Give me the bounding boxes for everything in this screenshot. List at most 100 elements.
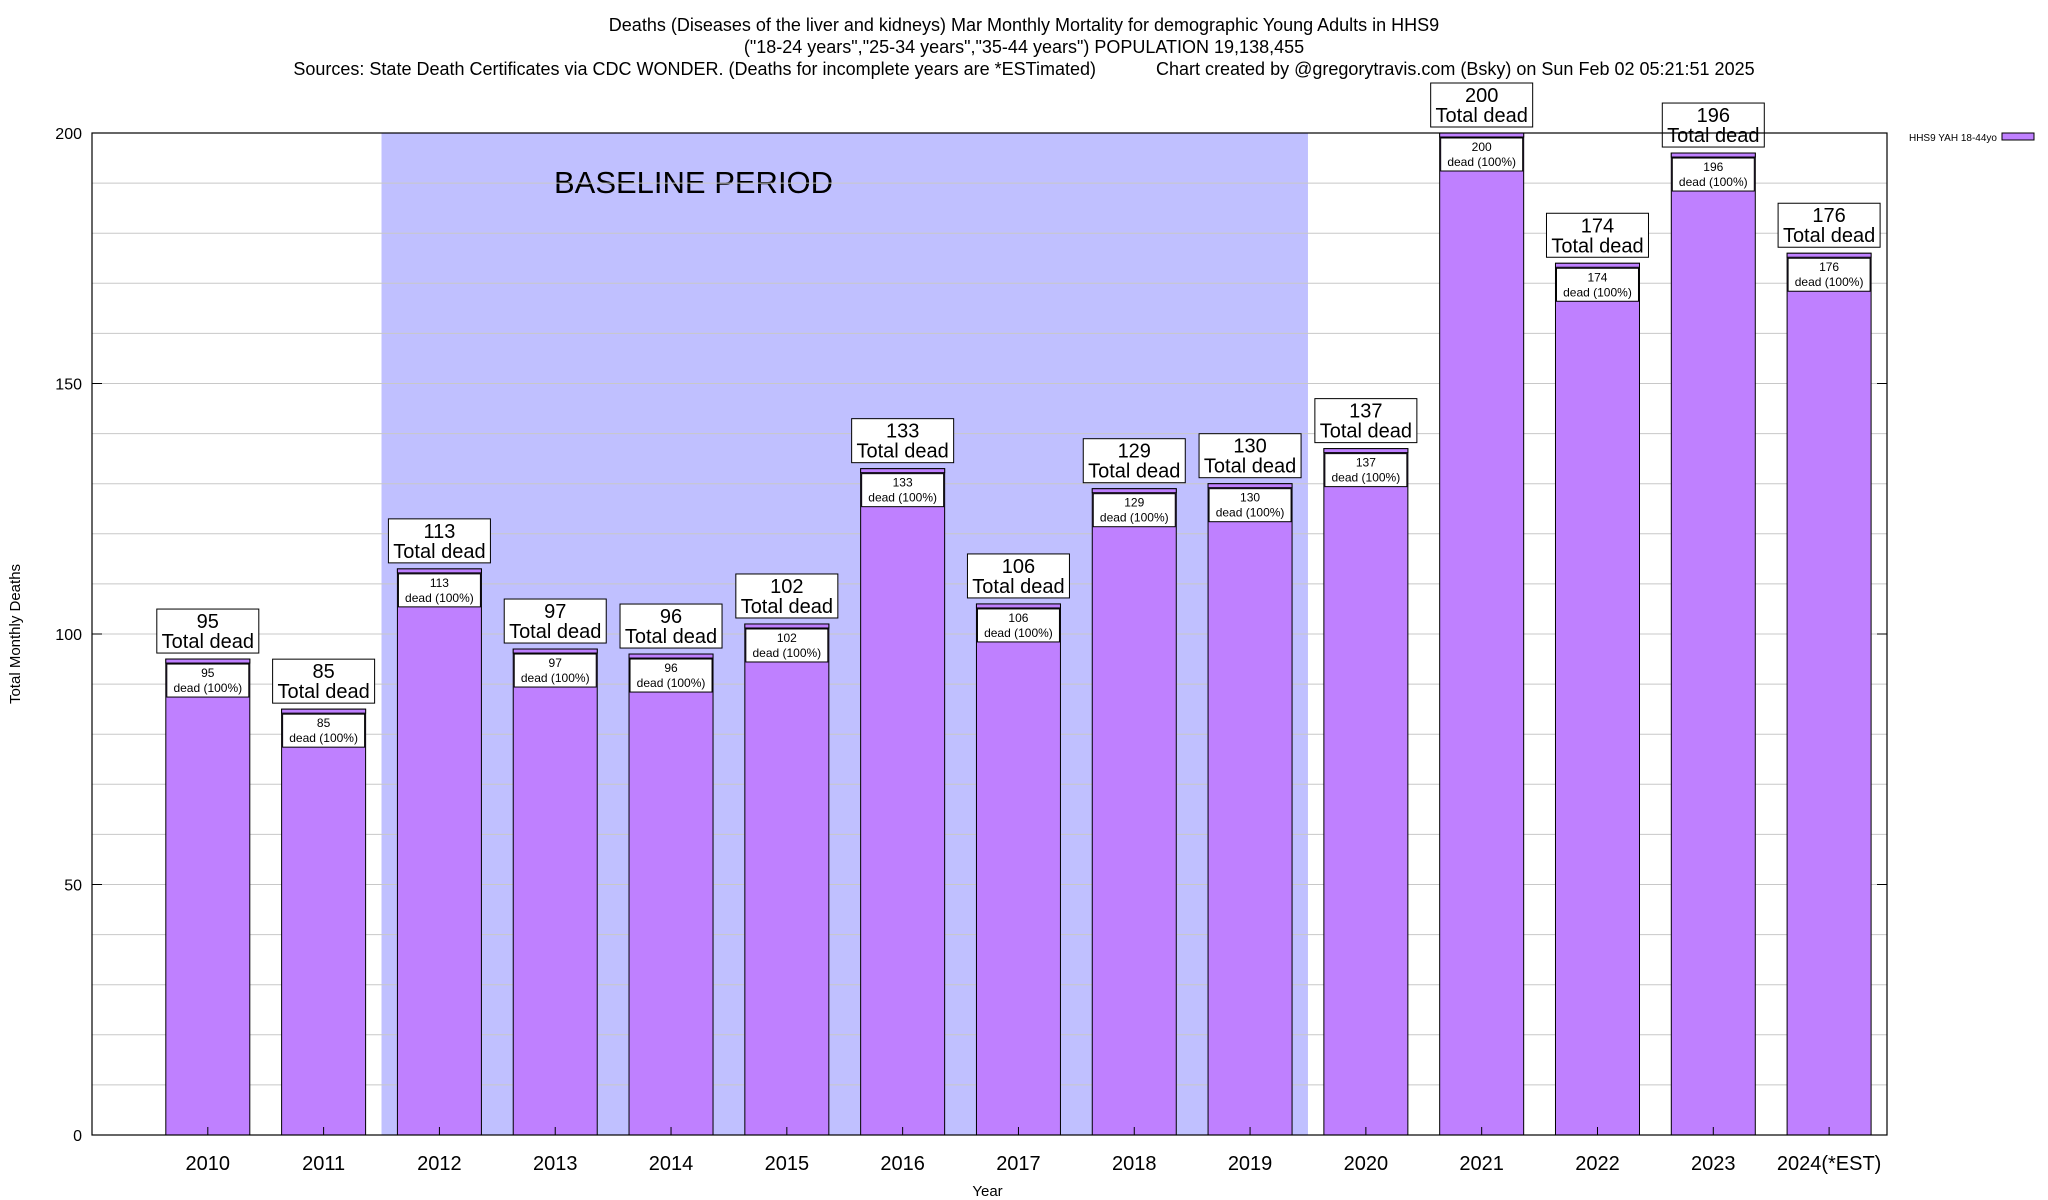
outer-label-box — [1661, 102, 1765, 148]
outer-label-box — [1198, 433, 1302, 479]
outer-label-box — [619, 603, 723, 649]
x-tick-label: 2016 — [880, 1153, 925, 1175]
inner-value-label: 113 — [430, 576, 449, 590]
outer-value-label: 174 — [1581, 215, 1614, 237]
inner-percent-label: dead (100%) — [1332, 471, 1401, 485]
bar-2023 — [1670, 152, 1756, 1136]
axis-layer: 2010 2011 2012 2013 2014 2015 2016 2017 2018 2019… — [7, 126, 1888, 1200]
inner-percent-label: dead (100%) — [1100, 511, 1169, 525]
inner-label-box — [861, 473, 945, 508]
inner-value-label: 200 — [1472, 140, 1492, 154]
chart-title-line-1: Deaths (Diseases of the liver and kidney… — [608, 15, 1440, 35]
inner-label-box — [282, 713, 366, 748]
bar-cap — [744, 623, 830, 629]
inner-label-box — [1092, 493, 1176, 528]
outer-label-box — [1082, 438, 1186, 484]
x-tick-label: 2012 — [417, 1153, 462, 1175]
outer-total-label: Total dead — [509, 621, 601, 643]
bar-cap — [281, 708, 367, 714]
inner-percent-label: dead (100%) — [1679, 175, 1748, 189]
x-tick-label: 2019 — [1228, 1153, 1273, 1175]
outer-value-label: 102 — [770, 576, 803, 598]
outer-label-box — [966, 553, 1070, 599]
outer-total-label: Total dead — [1088, 461, 1180, 483]
bar-2010 — [165, 658, 251, 1136]
y-tick-label: 0 — [73, 1128, 82, 1145]
x-tick-label: 2017 — [996, 1153, 1041, 1175]
bar-cap — [1091, 488, 1177, 494]
bar-cap — [512, 648, 598, 654]
outer-total-label: Total dead — [393, 541, 485, 563]
outer-value-label: 95 — [197, 611, 219, 633]
x-tick-label: 2023 — [1691, 1153, 1736, 1175]
inner-label-box — [745, 628, 829, 663]
x-tick-label: 2011 — [302, 1153, 345, 1175]
chart-source-line: Sources: State Death Certificates via CD… — [0, 58, 2048, 80]
outer-total-label: Total dead — [1667, 125, 1759, 147]
outer-total-label: Total dead — [277, 681, 369, 703]
bar-cap — [1786, 252, 1872, 258]
outer-total-label: Total dead — [625, 626, 717, 648]
bar-2020 — [1323, 448, 1409, 1136]
y-tick-label: 50 — [64, 878, 82, 895]
inner-label-box — [166, 663, 250, 698]
bar-2011 — [281, 708, 367, 1136]
bar-2015 — [744, 623, 830, 1136]
bar-cap — [1207, 483, 1293, 489]
x-tick-label: 2024(*EST) — [1777, 1153, 1882, 1175]
outer-label-box — [851, 418, 955, 464]
outer-total-label: Total dead — [1320, 421, 1412, 443]
bar-cap — [165, 658, 251, 664]
inner-percent-label: dead (100%) — [405, 591, 474, 605]
outer-total-label: Total dead — [1551, 235, 1643, 257]
inner-value-label: 196 — [1703, 160, 1723, 174]
inner-percent-label: dead (100%) — [173, 681, 242, 695]
bar-2019 — [1207, 483, 1293, 1136]
inner-label-box — [1440, 137, 1524, 172]
outer-value-label: 97 — [544, 601, 566, 623]
inner-value-label: 97 — [549, 656, 563, 670]
outer-total-label: Total dead — [162, 631, 254, 653]
chart-title-line-2: ("18-24 years","25-34 years","35-44 year… — [743, 37, 1305, 57]
bar-cap — [1323, 448, 1409, 454]
inner-percent-label: dead (100%) — [868, 491, 937, 505]
inner-percent-label: dead (100%) — [752, 646, 821, 660]
x-tick-label: 2013 — [533, 1153, 578, 1175]
bar-cap — [975, 603, 1061, 609]
outer-label-box — [1430, 82, 1534, 128]
outer-value-label: 106 — [1002, 556, 1035, 578]
inner-label-box — [1324, 453, 1408, 488]
inner-value-label: 137 — [1356, 456, 1376, 470]
x-tick-label: 2020 — [1344, 1153, 1389, 1175]
outer-value-label: 130 — [1233, 436, 1266, 458]
outer-label-box — [1545, 212, 1649, 258]
inner-value-label: 102 — [777, 631, 797, 645]
inner-percent-label: dead (100%) — [521, 671, 590, 685]
inner-label-box — [976, 608, 1060, 643]
inner-percent-label: dead (100%) — [289, 731, 358, 745]
legend-layer: HHS9 YAH 18-44yo — [1909, 132, 2035, 144]
x-tick-label: 2018 — [1112, 1153, 1157, 1175]
bar-cap — [1670, 152, 1756, 158]
inner-label-box — [1208, 488, 1292, 523]
chart-header: Deaths (Diseases of the liver and kidney… — [0, 14, 2048, 80]
inner-percent-label: dead (100%) — [1216, 506, 1285, 520]
inner-value-label: 133 — [893, 476, 913, 490]
outer-total-label: Total dead — [741, 596, 833, 618]
outer-value-label: 85 — [312, 661, 334, 683]
outer-label-box — [387, 518, 491, 564]
x-tick-label: 2010 — [186, 1153, 231, 1175]
outer-label-box — [1314, 398, 1418, 444]
outer-value-label: 196 — [1697, 105, 1730, 127]
outer-total-label: Total dead — [1204, 456, 1296, 478]
outer-label-box — [735, 573, 839, 619]
outer-value-label: 200 — [1465, 85, 1498, 107]
x-tick-label: 2014 — [649, 1153, 694, 1175]
inner-value-label: 130 — [1240, 491, 1260, 505]
outer-label-box — [503, 598, 607, 644]
bar-2022 — [1554, 262, 1640, 1136]
bar-2021 — [1439, 132, 1525, 1136]
bar-2024(*EST) — [1786, 252, 1872, 1136]
